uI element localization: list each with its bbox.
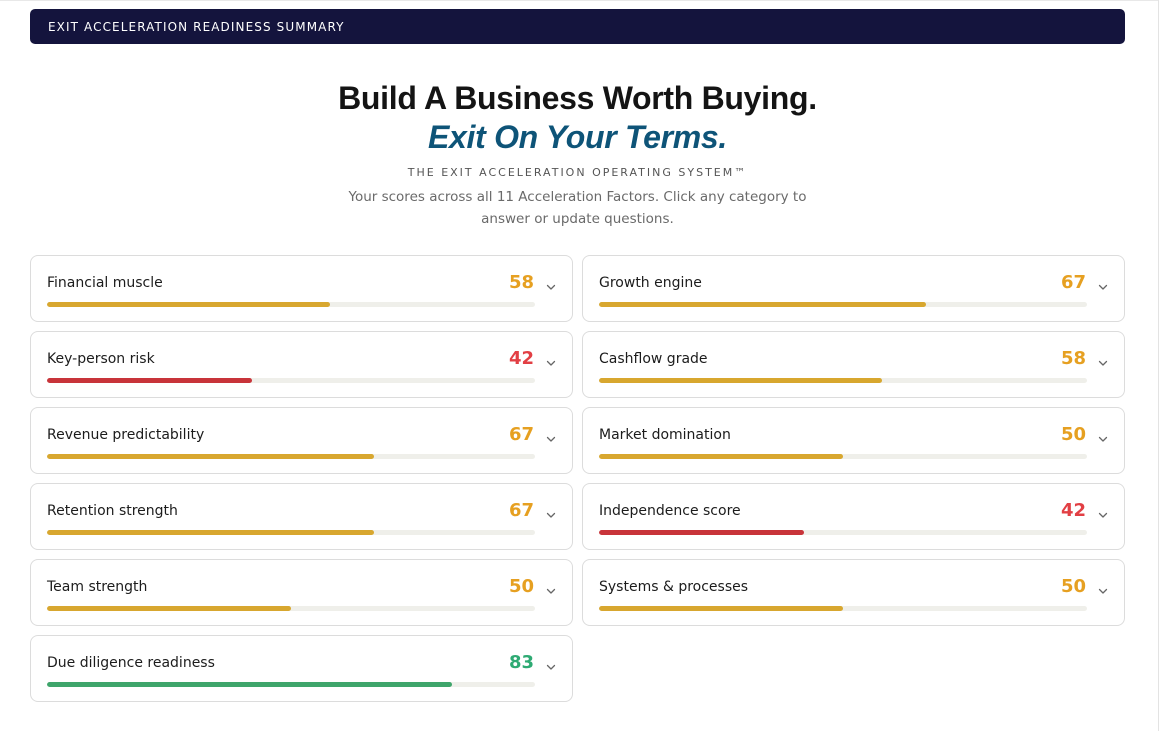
summary-banner: EXIT ACCELERATION READINESS SUMMARY (30, 9, 1125, 44)
progress-fill (599, 302, 926, 307)
factor-score: 50 (508, 576, 534, 597)
chevron-down-icon[interactable] (545, 585, 557, 597)
factor-card[interactable]: Due diligence readiness 83 (30, 635, 573, 702)
progress-fill (47, 454, 374, 459)
chevron-down-icon[interactable] (1097, 281, 1109, 293)
factor-label: Cashflow grade (599, 351, 708, 367)
factor-label: Key-person risk (47, 351, 155, 367)
progress-fill (47, 606, 291, 611)
subheadline: Exit On Your Terms. (428, 119, 727, 155)
progress-track (47, 454, 535, 459)
progress-fill (47, 378, 252, 383)
factor-card[interactable]: Team strength 50 (30, 559, 573, 626)
factor-grid: Financial muscle 58 Growth engine 67 Key… (30, 255, 1125, 702)
chevron-down-icon[interactable] (1097, 433, 1109, 445)
factor-score: 58 (1060, 348, 1086, 369)
progress-track (599, 606, 1087, 611)
factor-score: 67 (1060, 272, 1086, 293)
progress-track (599, 454, 1087, 459)
factor-score: 83 (508, 652, 534, 673)
progress-track (47, 530, 535, 535)
factor-label: Revenue predictability (47, 427, 205, 443)
progress-track (599, 530, 1087, 535)
progress-track (47, 302, 535, 307)
factor-label: Retention strength (47, 503, 178, 519)
chevron-down-icon[interactable] (1097, 585, 1109, 597)
hero: Build A Business Worth Buying. Exit On Y… (0, 78, 1155, 230)
factor-score: 67 (508, 424, 534, 445)
factor-score: 50 (1060, 424, 1086, 445)
factor-card[interactable]: Systems & processes 50 (582, 559, 1125, 626)
progress-fill (599, 606, 843, 611)
eyebrow: THE EXIT ACCELERATION OPERATING SYSTEM™ (407, 166, 748, 179)
progress-track (47, 606, 535, 611)
chevron-down-icon[interactable] (1097, 357, 1109, 369)
factor-card[interactable]: Key-person risk 42 (30, 331, 573, 398)
factor-label: Market domination (599, 427, 731, 443)
chevron-down-icon[interactable] (545, 281, 557, 293)
factor-label: Growth engine (599, 275, 702, 291)
progress-fill (47, 302, 331, 307)
chevron-down-icon[interactable] (545, 357, 557, 369)
factor-card[interactable]: Growth engine 67 (582, 255, 1125, 322)
progress-track (599, 302, 1087, 307)
factor-score: 42 (508, 348, 534, 369)
progress-fill (47, 530, 374, 535)
headline: Build A Business Worth Buying. (338, 80, 817, 116)
banner-title: EXIT ACCELERATION READINESS SUMMARY (48, 19, 345, 34)
chevron-down-icon[interactable] (545, 661, 557, 673)
progress-track (47, 682, 535, 687)
factor-score: 67 (508, 500, 534, 521)
top-divider (0, 0, 1158, 1)
factor-label: Systems & processes (599, 579, 749, 595)
intro-text: Your scores across all 11 Acceleration F… (348, 189, 807, 227)
factor-label: Due diligence readiness (47, 655, 215, 671)
right-divider (1158, 0, 1159, 731)
factor-card[interactable]: Revenue predictability 67 (30, 407, 573, 474)
chevron-down-icon[interactable] (545, 433, 557, 445)
factor-card[interactable]: Independence score 42 (582, 483, 1125, 550)
factor-score: 50 (1060, 576, 1086, 597)
progress-fill (599, 530, 804, 535)
progress-fill (599, 454, 843, 459)
chevron-down-icon[interactable] (1097, 509, 1109, 521)
progress-track (599, 378, 1087, 383)
factor-card[interactable]: Market domination 50 (582, 407, 1125, 474)
factor-card[interactable]: Retention strength 67 (30, 483, 573, 550)
factor-label: Financial muscle (47, 275, 163, 291)
factor-score: 58 (508, 272, 534, 293)
factor-label: Independence score (599, 503, 741, 519)
progress-fill (599, 378, 883, 383)
progress-track (47, 378, 535, 383)
chevron-down-icon[interactable] (545, 509, 557, 521)
factor-label: Team strength (47, 579, 148, 595)
progress-fill (47, 682, 453, 687)
factor-card[interactable]: Cashflow grade 58 (582, 331, 1125, 398)
factor-card[interactable]: Financial muscle 58 (30, 255, 573, 322)
factor-score: 42 (1060, 500, 1086, 521)
